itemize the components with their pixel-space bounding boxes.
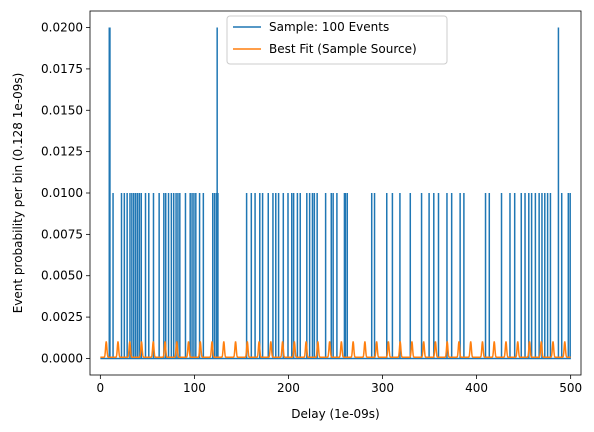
- axes: 0 100 200 300 400 500 0.0000 0.0025 0.0050 0.0075…: [41, 10, 582, 395]
- x-tick-label: 500: [559, 381, 582, 395]
- y-tick-label: 0.0000: [41, 351, 83, 365]
- x-tick-label: 400: [465, 381, 488, 395]
- y-tick-label: 0.0050: [41, 269, 83, 283]
- y-axis-label: Event probability per bin (0.128 1e-09s): [11, 73, 25, 314]
- x-tick-label: 200: [277, 381, 300, 395]
- x-tick-label: 100: [183, 381, 206, 395]
- y-tick-label: 0.0200: [41, 21, 83, 35]
- legend-frame: [226, 15, 448, 65]
- x-axis-label: Delay (1e-09s): [291, 407, 379, 421]
- y-tick-label: 0.0075: [41, 227, 83, 241]
- x-tick-label: 0: [97, 381, 105, 395]
- legend-label-best-fit: Best Fit (Sample Source): [269, 42, 417, 56]
- y-tick-label: 0.0125: [41, 145, 83, 159]
- legend-label-sample: Sample: 100 Events: [269, 20, 389, 34]
- plot-area: [100, 27, 571, 360]
- x-tick-label: 300: [371, 381, 394, 395]
- y-tick-label: 0.0150: [41, 103, 83, 117]
- legend: Sample: 100 Events Best Fit (Sample Sour…: [226, 15, 448, 65]
- y-tick-label: 0.0025: [41, 310, 83, 324]
- series-sample-line: [100, 27, 571, 360]
- series-best-fit-line: [100, 341, 571, 359]
- y-tick-label: 0.0175: [41, 62, 83, 76]
- y-tick-label: 0.0100: [41, 186, 83, 200]
